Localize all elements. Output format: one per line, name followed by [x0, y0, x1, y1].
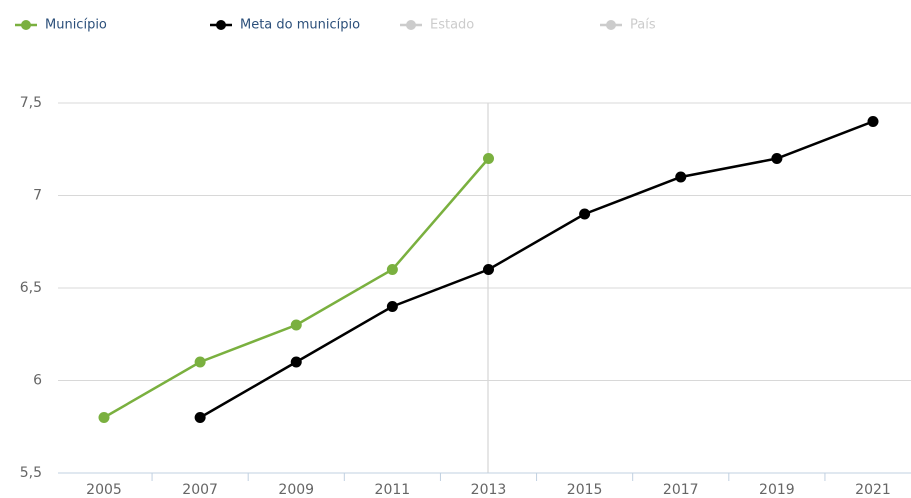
data-point: [194, 356, 206, 368]
legend: Município Meta do município Estado País: [15, 18, 656, 33]
x-tick-label: 2021: [855, 482, 891, 498]
data-point: [867, 116, 879, 127]
y-tick-label: 5,5: [20, 465, 42, 481]
legend-marker: [406, 20, 416, 30]
y-tick-label: 6: [33, 373, 42, 389]
data-point: [771, 153, 783, 164]
x-tick-label: 2011: [375, 482, 411, 498]
y-tick-label: 6,5: [20, 280, 42, 296]
legend-item: Estado: [400, 18, 474, 33]
x-tick-label: 2007: [182, 482, 218, 498]
legend-label: Estado: [430, 18, 474, 33]
x-tick-label: 2009: [278, 482, 314, 498]
legend-marker: [216, 20, 226, 30]
data-point: [290, 319, 302, 331]
y-tick-label: 7: [33, 188, 42, 204]
series-line: [199, 120, 874, 419]
legend-label: País: [630, 18, 656, 33]
data-point: [675, 171, 687, 183]
legend-label: Município: [45, 18, 107, 33]
data-point: [483, 153, 494, 164]
data-point: [386, 301, 398, 312]
data-point: [386, 264, 398, 275]
legend-item: Município: [15, 18, 107, 33]
legend-item: País: [600, 18, 656, 33]
data-point: [290, 356, 302, 368]
x-tick-label: 2019: [759, 482, 795, 498]
x-tick-label: 2015: [567, 482, 603, 498]
x-tick-label: 2005: [86, 482, 122, 498]
legend-marker: [606, 20, 616, 30]
y-tick-label: 7,5: [20, 95, 42, 111]
data-point: [483, 264, 494, 275]
x-tick-label: 2017: [663, 482, 699, 498]
legend-label: Meta do município: [240, 18, 360, 33]
data-point: [579, 208, 591, 220]
legend-item: Meta do município: [210, 18, 360, 33]
x-tick-label: 2013: [471, 482, 507, 498]
data-point: [98, 412, 110, 423]
legend-marker: [21, 20, 31, 30]
data-point: [194, 412, 206, 423]
